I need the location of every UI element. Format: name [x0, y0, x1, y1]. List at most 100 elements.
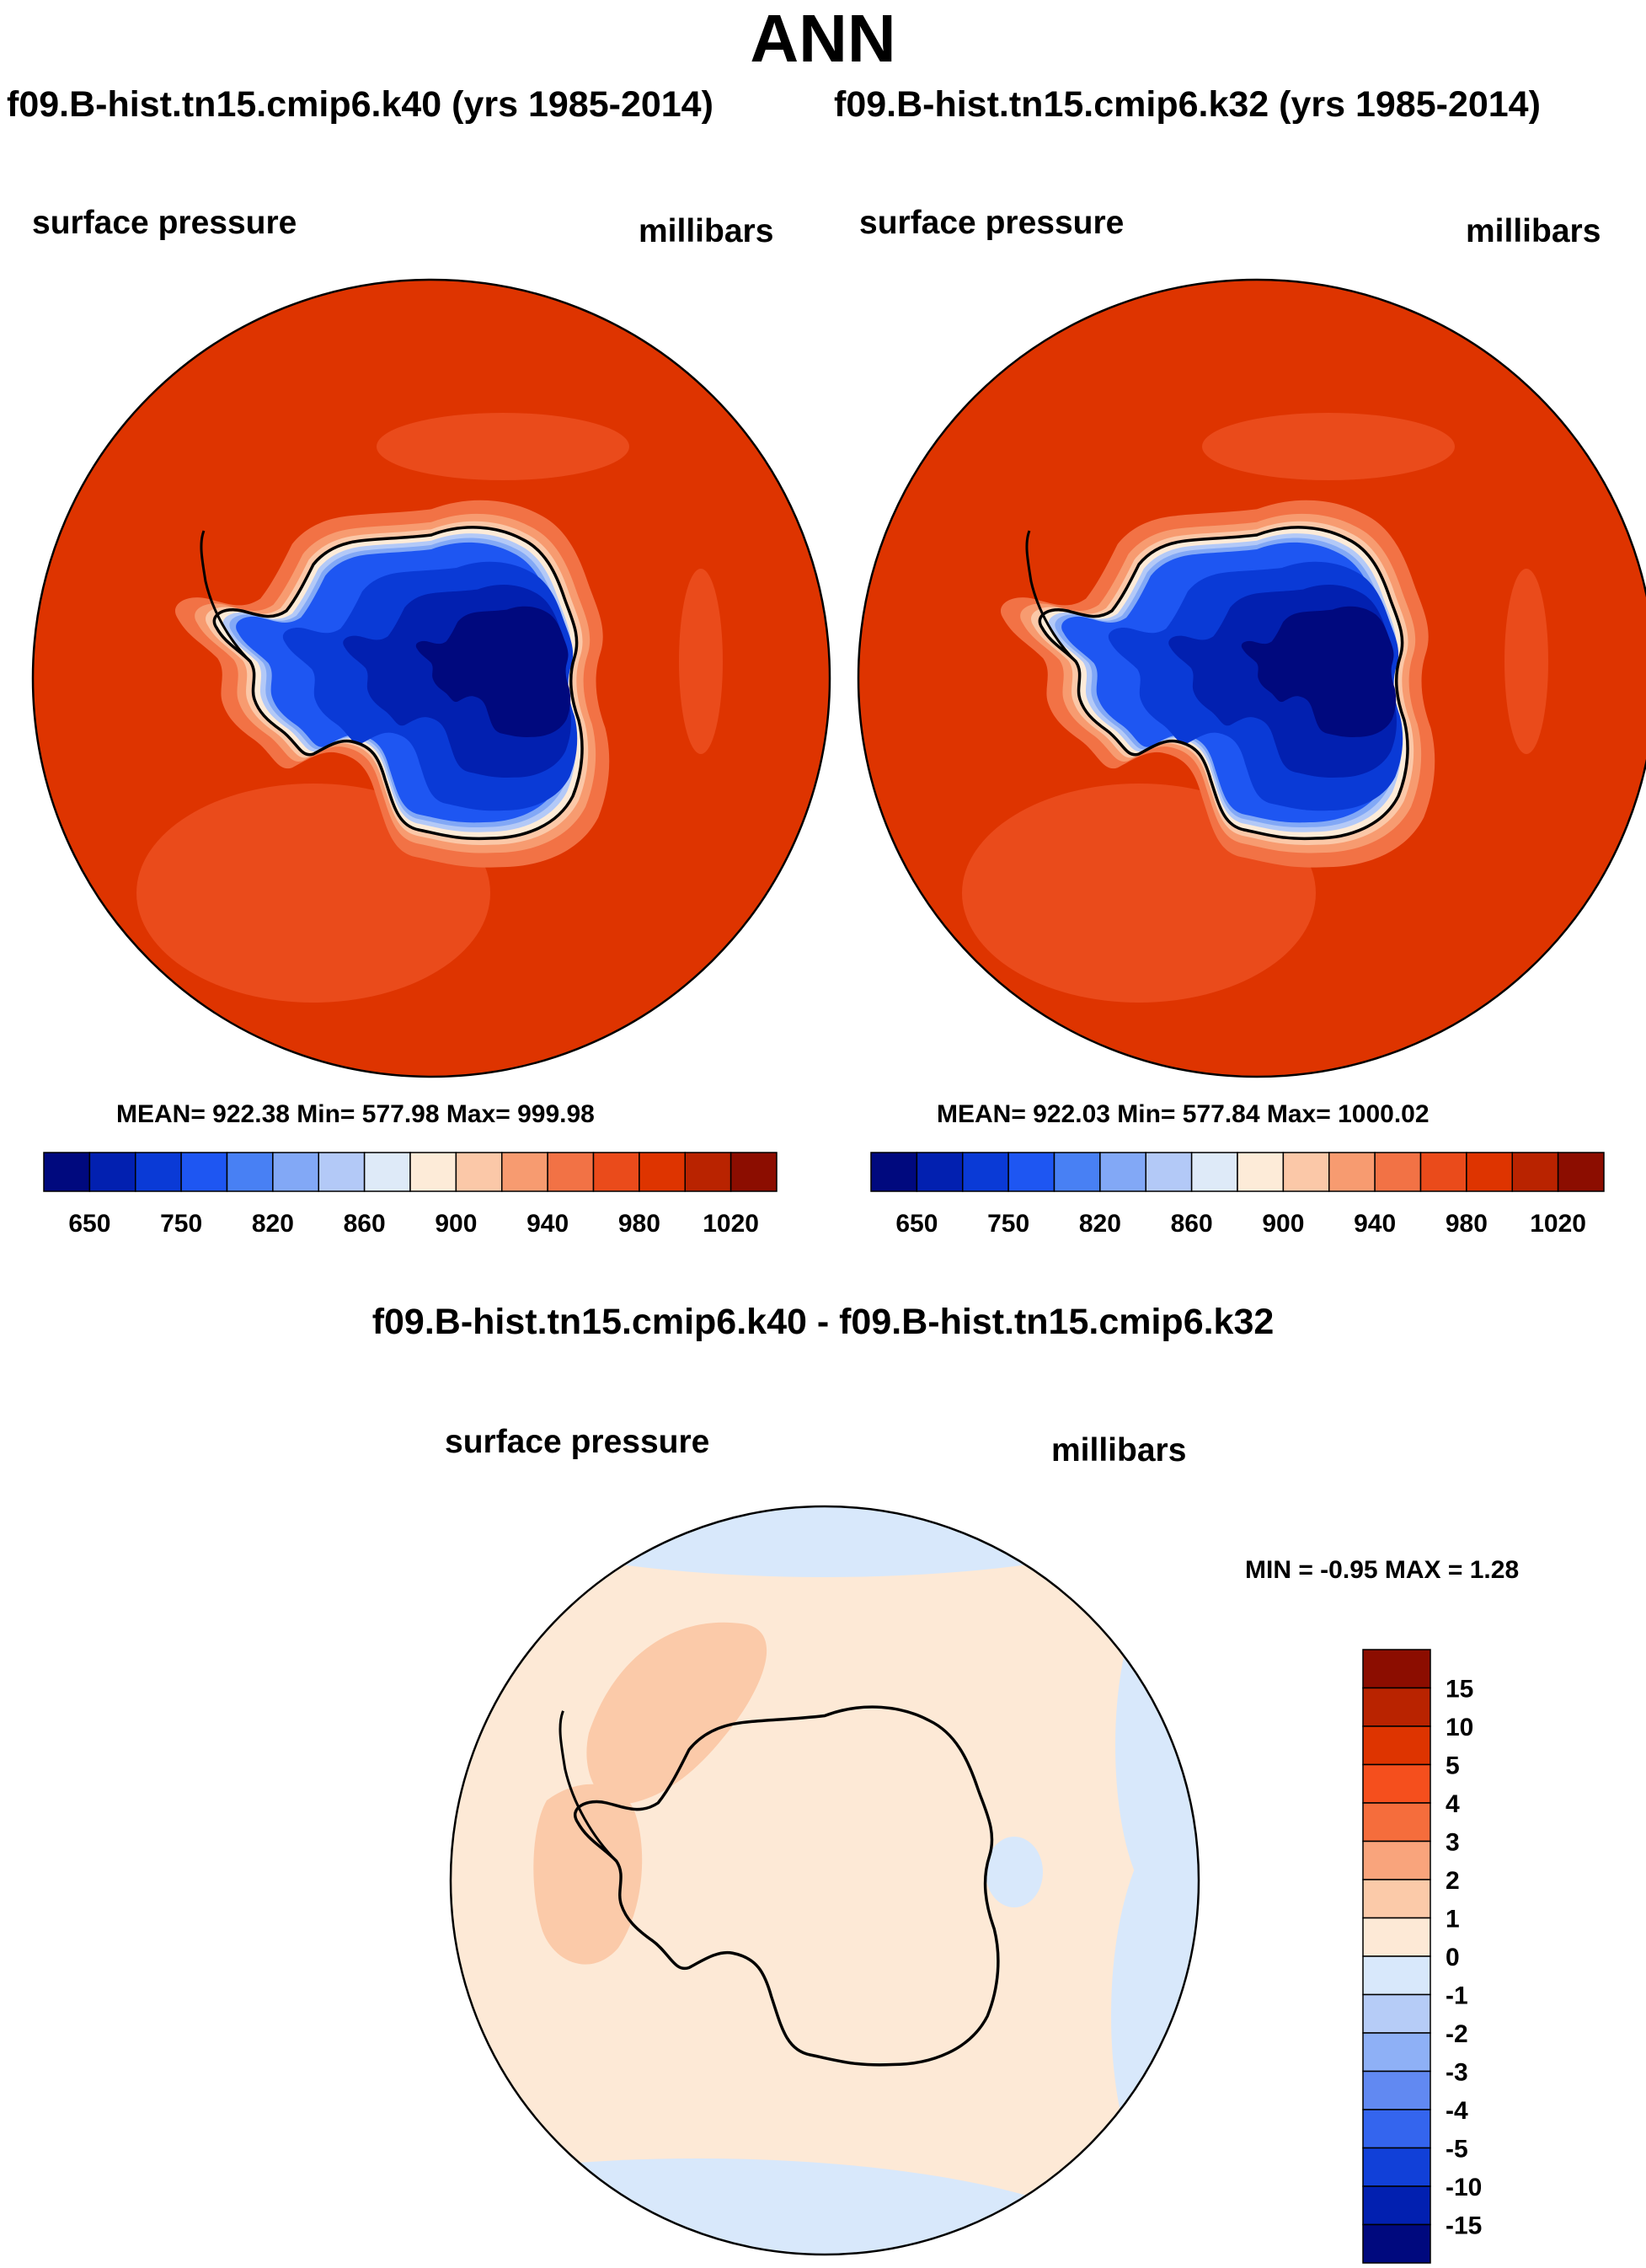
panel1-colorbar-box	[363, 1152, 411, 1192]
panel1-colorbar-box	[226, 1152, 274, 1192]
diff-colorbar-box	[1362, 1725, 1431, 1766]
panel2-colorbar-tick: 1020	[1530, 1210, 1586, 1238]
panel1-colorbar-box	[684, 1152, 732, 1192]
panel2-colorbar-box	[1282, 1152, 1330, 1192]
diff-units-label: millibars	[1051, 1432, 1187, 1468]
panel2-colorbar-tick: 650	[895, 1210, 938, 1238]
diff-colorbar-box	[1362, 1917, 1431, 1957]
panel2-colorbar-box	[916, 1152, 964, 1192]
panel1-colorbar-box	[43, 1152, 91, 1192]
diff-colorbar-tick: -3	[1446, 2059, 1468, 2087]
panel2-colorbar-box	[1190, 1152, 1238, 1192]
panel2-map	[858, 280, 1646, 1077]
panel1-colorbar-box	[729, 1152, 778, 1192]
panel1-colorbar-tick: 860	[344, 1210, 386, 1238]
diff-colorbar-box	[1362, 2109, 1431, 2149]
panel2-colorbar-box	[1374, 1152, 1422, 1192]
panel2-colorbar-box	[1466, 1152, 1513, 1192]
panel1-colorbar-tick: 1020	[703, 1210, 759, 1238]
diff-colorbar-box	[1362, 1879, 1431, 1919]
diff-colorbar-box	[1362, 2223, 1431, 2264]
panel1-colorbar-box	[180, 1152, 228, 1192]
diff-colorbar-tick: 10	[1446, 1714, 1473, 1741]
diff-colorbar-box	[1362, 1763, 1431, 1804]
panel1-case-title: f09.B-hist.tn15.cmip6.k40 (yrs 1985-2014…	[7, 84, 713, 125]
diff-colorbar-box	[1362, 1802, 1431, 1843]
diff-colorbar-tick: -1	[1446, 1982, 1468, 2010]
panel1-colorbar: 650 750 820 860 900 940 980 1020	[43, 1152, 778, 1238]
panel1-colorbar-box	[639, 1152, 686, 1192]
panel1-colorbar-box	[455, 1152, 503, 1192]
panel2-colorbar-tick: 940	[1354, 1210, 1396, 1238]
diff-colorbar-box	[1362, 1993, 1431, 2034]
panel1-colorbar-tick: 940	[526, 1210, 569, 1238]
panel2-colorbar-box	[1328, 1152, 1376, 1192]
panel2-map-border	[857, 278, 1646, 1078]
panel2-colorbar-tick: 900	[1262, 1210, 1304, 1238]
diff-colorbar-box	[1362, 1955, 1431, 1996]
panel2-field-label: surface pressure	[859, 205, 1125, 241]
panel1-colorbar-box	[592, 1152, 640, 1192]
panel1-colorbar-tick: 750	[160, 1210, 202, 1238]
panel2-colorbar-box	[1419, 1152, 1467, 1192]
panel2-stats: MEAN= 922.03 Min= 577.84 Max= 1000.02	[937, 1100, 1430, 1128]
panel1-colorbar-tick: 980	[618, 1210, 660, 1238]
panel2-colorbar: 650 750 820 860 900 940 980 1020	[870, 1152, 1605, 1238]
panel1-units-label: millibars	[639, 213, 774, 249]
panel2-colorbar-box	[962, 1152, 1009, 1192]
diff-field-label: surface pressure	[445, 1424, 710, 1460]
panel1-colorbar-box	[318, 1152, 366, 1192]
panel2-colorbar-box	[1053, 1152, 1101, 1192]
panel1-stats: MEAN= 922.38 Min= 577.98 Max= 999.98	[116, 1100, 595, 1128]
panel2-colorbar-box	[1237, 1152, 1285, 1192]
diff-colorbar-tick: 5	[1446, 1752, 1460, 1780]
diff-colorbar-tick: -10	[1446, 2174, 1482, 2201]
panel2-case-title: f09.B-hist.tn15.cmip6.k32 (yrs 1985-2014…	[834, 84, 1541, 125]
panel1-colorbar-box	[88, 1152, 136, 1192]
diff-colorbar-tick: 0	[1446, 1944, 1460, 1971]
panel2-colorbar-box	[1511, 1152, 1559, 1192]
panel2-colorbar-box	[1007, 1152, 1055, 1192]
panel1-colorbar-box	[135, 1152, 182, 1192]
diff-colorbar-box	[1362, 2147, 1431, 2187]
panel1-colorbar-tick: 820	[252, 1210, 294, 1238]
diff-map	[451, 1506, 1199, 2255]
diff-colorbar-tick: -4	[1446, 2097, 1468, 2125]
panel2-colorbar-box	[870, 1152, 918, 1192]
panel1-colorbar-box	[501, 1152, 548, 1192]
panel1-field-label: surface pressure	[32, 205, 297, 241]
diff-colorbar-box	[1362, 2070, 1431, 2110]
diff-colorbar-tick: 15	[1446, 1676, 1473, 1704]
diff-colorbar-tick: -15	[1446, 2212, 1482, 2240]
panel1-colorbar-tick: 650	[68, 1210, 110, 1238]
panel2-colorbar-box	[1099, 1152, 1146, 1192]
panel2-colorbar-tick: 860	[1171, 1210, 1213, 1238]
panel2-colorbar-tick: 820	[1079, 1210, 1121, 1238]
panel1-map-border	[31, 278, 831, 1078]
panel2-colorbar-tick: 980	[1446, 1210, 1488, 1238]
diff-colorbar-box	[1362, 2185, 1431, 2226]
panel2-colorbar-tick: 750	[987, 1210, 1029, 1238]
diff-stats: MIN = -0.95 MAX = 1.28	[1245, 1556, 1520, 1584]
diff-colorbar-box	[1362, 1687, 1431, 1727]
main-title: ANN	[750, 1, 896, 76]
diff-colorbar-box	[1362, 1840, 1431, 1880]
panel1-colorbar-box	[272, 1152, 319, 1192]
diff-colorbar-tick: 4	[1446, 1790, 1460, 1818]
panel1-colorbar-box	[409, 1152, 457, 1192]
diff-colorbar-tick: -5	[1446, 2136, 1468, 2164]
diff-colorbar-box	[1362, 2032, 1431, 2073]
diff-colorbar-tick: 1	[1446, 1906, 1460, 1934]
panel1-map	[33, 280, 830, 1077]
panel2-colorbar-box	[1557, 1152, 1605, 1192]
diff-colorbar-tick: -2	[1446, 2020, 1468, 2048]
panel2-units-label: millibars	[1466, 213, 1601, 249]
panel1-colorbar-tick: 900	[435, 1210, 477, 1238]
diff-colorbar-tick: 3	[1446, 1829, 1460, 1857]
diff-colorbar-box	[1362, 1649, 1431, 1689]
diff-map-border	[449, 1505, 1200, 2256]
panel2-colorbar-box	[1145, 1152, 1193, 1192]
diff-colorbar-tick: 2	[1446, 1867, 1460, 1895]
panel1-colorbar-box	[547, 1152, 595, 1192]
